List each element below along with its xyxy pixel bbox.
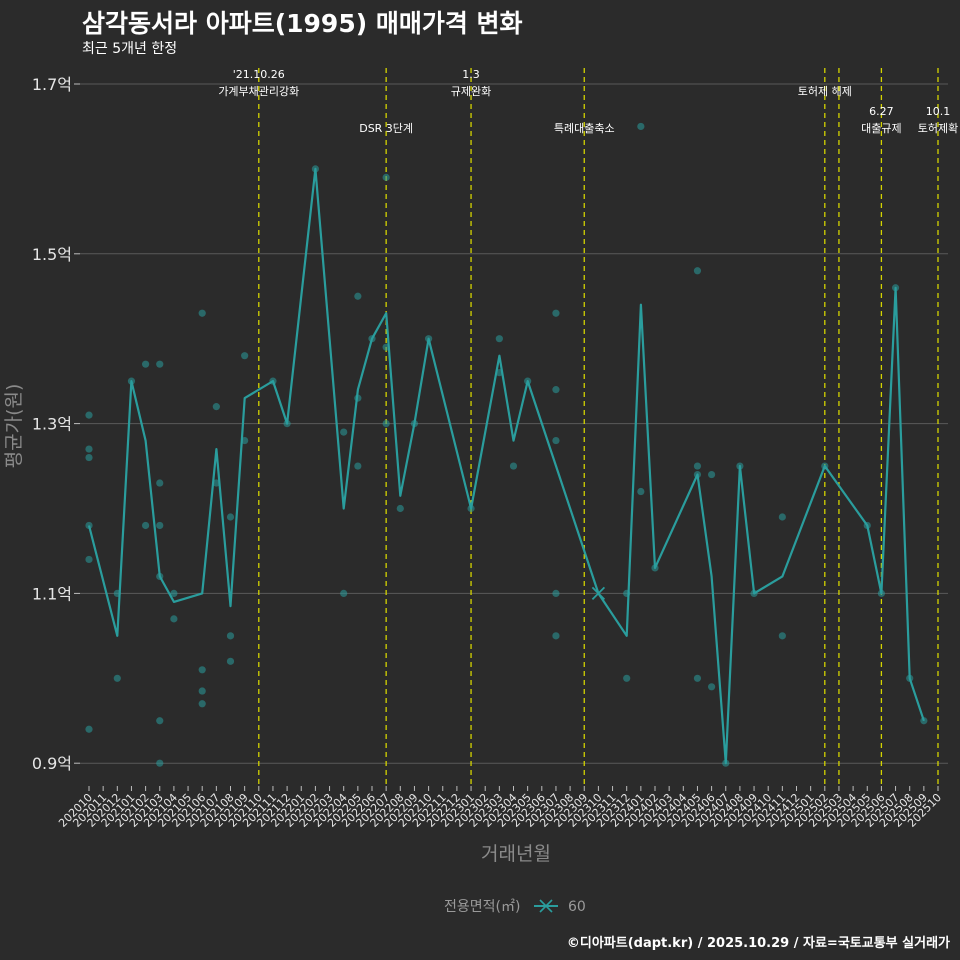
event-label: 1.3	[462, 68, 480, 81]
y-tick-label: 1.3억	[32, 415, 72, 434]
data-point	[85, 411, 93, 419]
data-point	[85, 445, 93, 453]
legend-title: 전용면적(㎡)	[444, 899, 520, 915]
data-point	[212, 479, 220, 487]
data-point	[552, 386, 560, 394]
line-layer	[87, 167, 925, 765]
data-point	[156, 479, 164, 487]
data-point	[241, 352, 249, 360]
y-tick-label: 0.9억	[32, 754, 72, 773]
data-point	[142, 360, 150, 368]
data-point	[198, 700, 206, 708]
chart-title: 삼각동서라 아파트(1995) 매매가격 변화	[82, 9, 523, 38]
series-cross-marker	[591, 586, 606, 601]
series-line-60	[87, 167, 925, 765]
y-tick-label: 1.5억	[32, 245, 72, 264]
x-axis: 2020102020112020122021012021022021032021…	[56, 786, 944, 830]
legend: 전용면적(㎡) 60	[444, 899, 586, 915]
data-point	[396, 504, 404, 513]
data-point	[552, 436, 560, 445]
point-layer	[85, 122, 928, 767]
y-axis-label: 평균가(원)	[3, 384, 25, 469]
data-point	[354, 292, 362, 300]
legend-entry-60: 60	[568, 899, 586, 915]
legend-cross-icon	[539, 899, 553, 913]
data-point	[340, 589, 348, 598]
y-axis: 0.9억 1.1억 1.3억 1.5억 1.7억	[32, 75, 80, 773]
data-point	[693, 462, 702, 470]
event-label: 6.27	[869, 105, 894, 118]
event-label: 규제완화	[451, 85, 491, 98]
x-axis-label: 거래년월	[481, 843, 551, 865]
data-point	[552, 309, 560, 317]
data-point	[226, 513, 235, 521]
data-point	[198, 309, 206, 317]
data-point	[156, 360, 164, 368]
data-point	[623, 674, 631, 682]
data-point	[226, 632, 235, 640]
y-tick-label: 1.1억	[32, 584, 72, 603]
event-label: '21.10.26	[233, 68, 285, 81]
data-point	[637, 487, 645, 496]
data-point	[113, 674, 121, 682]
data-point	[340, 428, 348, 436]
data-point	[85, 521, 93, 530]
data-point	[708, 470, 716, 479]
data-point	[226, 657, 235, 665]
data-point	[778, 513, 786, 521]
data-point	[552, 589, 560, 598]
data-point	[509, 462, 518, 470]
y-tick-label: 1.7억	[32, 75, 72, 94]
data-point	[552, 632, 560, 640]
data-point	[708, 683, 716, 691]
event-label: 특례대출축소	[554, 122, 615, 135]
data-point	[85, 555, 93, 564]
source-credit: ©디아파트(dapt.kr) / 2025.10.29 / 자료=국토교통부 실…	[566, 936, 950, 951]
event-label: DSR 3단계	[359, 122, 413, 135]
data-point	[778, 632, 786, 640]
data-point	[495, 335, 503, 343]
data-point	[382, 420, 390, 428]
data-point	[198, 687, 206, 695]
data-point	[156, 521, 164, 530]
event-label: 대출규제	[861, 122, 901, 135]
data-point	[354, 462, 362, 470]
data-point	[693, 674, 702, 682]
data-point	[198, 666, 206, 674]
data-point	[637, 122, 645, 131]
data-point	[382, 173, 390, 181]
event-label: 가계부채관리강화	[218, 85, 299, 98]
event-label: 토허제확	[918, 122, 958, 135]
data-point	[170, 589, 178, 598]
event-label: 10.1	[926, 105, 951, 118]
data-point	[142, 521, 150, 530]
grid-layer	[80, 83, 948, 764]
event-label: 토허제 해제	[798, 84, 852, 98]
data-point	[170, 615, 178, 623]
data-point	[693, 267, 702, 275]
data-point	[212, 403, 220, 411]
data-point	[85, 725, 93, 733]
data-point	[156, 717, 164, 725]
data-point	[156, 759, 164, 767]
data-point	[85, 453, 93, 462]
chart-subtitle: 최근 5개년 한정	[82, 41, 178, 57]
